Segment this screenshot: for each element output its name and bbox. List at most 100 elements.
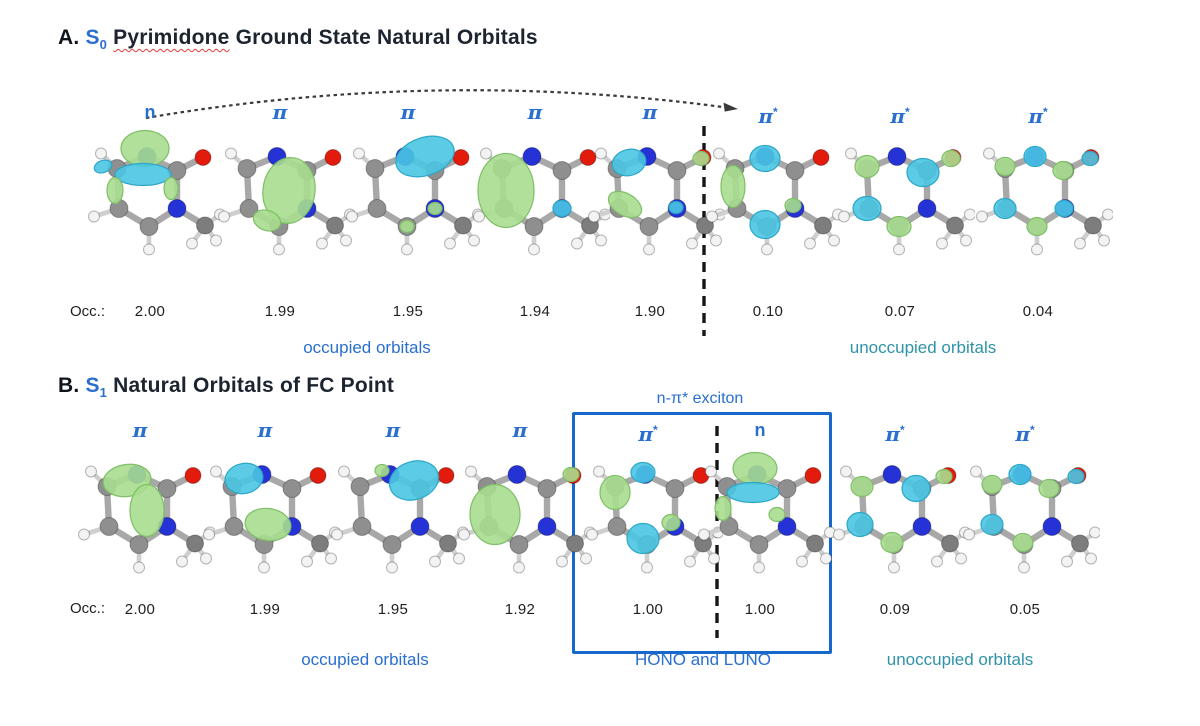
atom-methyl-carbon	[439, 534, 457, 553]
atom-hydrogen	[753, 561, 765, 574]
atom-hydrogen	[888, 561, 900, 574]
asterisk: *	[772, 105, 778, 119]
atom-hydrogen	[465, 465, 477, 478]
panel-b-caption-occupied: occupied orbitals	[301, 650, 429, 669]
green-lobe	[599, 474, 631, 511]
orbital-label: π*	[758, 104, 778, 128]
orbital-label: π	[272, 100, 288, 124]
atom-hydrogen	[346, 210, 358, 223]
molecule-orbital-image	[586, 461, 723, 574]
atom-hydrogen	[706, 210, 718, 223]
atom-hydrogen	[338, 465, 350, 478]
atom-carbon	[777, 479, 797, 498]
orbital-column: π* 0.09	[820, 418, 970, 618]
molecule-orbital-image	[78, 463, 215, 574]
atom-hydrogen	[258, 561, 270, 574]
green-lobe	[886, 215, 912, 238]
atom-hydrogen	[210, 234, 222, 247]
atom-hydrogen	[480, 147, 492, 160]
asterisk: *	[904, 105, 910, 119]
green-lobe	[106, 176, 124, 205]
orbital-lobes	[980, 463, 1085, 553]
atom-hydrogen	[218, 210, 230, 223]
molecule-orbital-image	[218, 147, 355, 256]
atom-hydrogen	[824, 526, 835, 539]
atom-methyl-carbon	[1084, 216, 1102, 235]
atom-carbon	[139, 217, 159, 236]
molecule-orbital-image	[88, 129, 225, 256]
panel-a-state-label: S0	[85, 26, 108, 53]
atom-oxygen	[194, 149, 212, 166]
green-lobe	[163, 176, 179, 201]
atom-hydrogen	[713, 147, 725, 160]
green-lobe	[607, 190, 643, 219]
atom-hydrogen	[78, 528, 90, 541]
atom-hydrogen	[1089, 526, 1100, 539]
atom-carbon	[665, 479, 685, 498]
orbital-label: π*	[885, 422, 905, 446]
green-lobe	[374, 463, 390, 478]
atom-hydrogen	[225, 147, 237, 160]
orbital-label: π	[527, 100, 543, 124]
atom-hydrogen	[595, 147, 607, 160]
molecule-orbital-image	[698, 451, 835, 574]
atom-hydrogen	[845, 147, 857, 160]
occupation-value: 2.00	[124, 601, 156, 618]
orbital-lobes	[93, 129, 179, 205]
cyan-lobe	[852, 195, 882, 222]
green-lobe	[399, 219, 415, 234]
orbital-column: π* 0.07	[825, 100, 975, 320]
atom-carbon	[667, 161, 687, 180]
cyan-lobe	[726, 481, 780, 504]
exciton-label: n-π* exciton	[656, 390, 744, 407]
orbital-column: π 1.92	[445, 418, 595, 618]
atom-methyl-carbon	[806, 534, 824, 553]
atom-hydrogen	[796, 555, 808, 568]
atom-carbon	[785, 161, 805, 180]
atom-nitrogen	[912, 517, 932, 536]
panel-b-state-label: S1	[85, 374, 108, 401]
molecule-orbital-image	[833, 465, 970, 574]
green-lobe	[562, 466, 580, 483]
molecule-orbital-image	[976, 145, 1113, 256]
occupation-value: 1.92	[504, 601, 536, 618]
cyan-lobe	[626, 522, 660, 555]
cyan-lobe	[388, 460, 440, 501]
molecule-orbital-image	[346, 135, 483, 256]
orbital-label: π*	[638, 422, 658, 446]
atom-hydrogen	[133, 561, 145, 574]
orbital-lobes	[374, 460, 440, 501]
atom-hydrogen	[301, 555, 313, 568]
atom-hydrogen	[316, 237, 328, 250]
orbital-column: π* 1.00	[573, 418, 723, 618]
atom-carbon	[237, 159, 257, 178]
orbital-column: π 2.00	[65, 418, 215, 618]
atom-hydrogen	[386, 561, 398, 574]
occupation-value: 0.07	[884, 303, 916, 320]
orbital-lobes	[477, 152, 572, 229]
occupation-value: 0.04	[1022, 303, 1054, 320]
atom-oxygen	[309, 467, 327, 484]
atom-hydrogen	[761, 243, 773, 256]
atom-hydrogen	[401, 243, 413, 256]
orbital-column: π* 0.04	[963, 100, 1113, 320]
atom-carbon	[365, 159, 385, 178]
atom-hydrogen	[983, 147, 995, 160]
panel-a-letter: A.	[58, 26, 80, 49]
green-lobe	[880, 531, 904, 554]
cyan-lobe	[224, 462, 264, 495]
cyan-lobe	[395, 135, 455, 178]
atom-methyl-carbon	[1071, 534, 1089, 553]
atom-nitrogen	[882, 465, 902, 484]
panel-b-letter: B.	[58, 374, 80, 397]
cyan-lobe	[630, 461, 656, 484]
atom-hydrogen	[710, 234, 722, 247]
atom-hydrogen	[1074, 237, 1086, 250]
asterisk: *	[899, 423, 905, 437]
atom-hydrogen	[1085, 552, 1097, 565]
cyan-lobe	[552, 199, 572, 218]
atom-hydrogen	[1018, 561, 1030, 574]
atom-hydrogen	[820, 552, 832, 565]
atom-nitrogen	[887, 147, 907, 166]
occupation-value: 1.94	[519, 303, 551, 320]
